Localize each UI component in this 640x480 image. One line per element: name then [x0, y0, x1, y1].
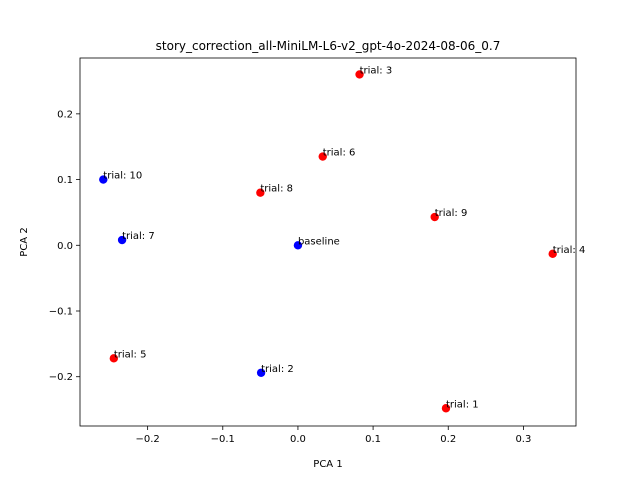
data-point: [355, 70, 364, 79]
data-point: [256, 368, 266, 377]
y-axis-label: PCA 2: [19, 227, 30, 256]
plot-area: −0.2 −0.1 0.0 0.1 0.2 0.3 −0.2 −0.1 0.0 0.1 0.2 bas…: [49, 57, 586, 445]
x-axis-label: PCA 1: [313, 459, 342, 470]
x-tick-label: −0.2: [135, 434, 159, 445]
y-tick-label: 0.0: [57, 241, 73, 252]
point-label: trial: 5: [114, 349, 147, 360]
chart-title: story_correction_all-MiniLM-L6-v2_gpt-4o…: [156, 39, 501, 53]
point-label: trial: 9: [435, 208, 468, 219]
data-point: [430, 212, 439, 222]
data-point: [293, 241, 303, 250]
y-tick-label: 0.1: [57, 175, 73, 186]
point-label: baseline: [298, 236, 340, 247]
point-label: trial: 2: [261, 364, 294, 375]
data-point: [548, 249, 557, 259]
point-label: trial: 3: [360, 65, 393, 76]
point-label: trial: 8: [260, 184, 293, 195]
x-tick-label: 0.1: [365, 434, 381, 445]
data-point: [117, 235, 127, 245]
y-tick-label: 0.2: [57, 109, 73, 120]
x-tick-label: 0.3: [515, 434, 531, 445]
plot-frame: [79, 57, 577, 427]
x-tick-label: 0.2: [440, 434, 456, 445]
x-tick-label: −0.1: [211, 434, 235, 445]
data-point: [318, 152, 327, 161]
point-label: trial: 6: [323, 148, 356, 159]
point-label: trial: 10: [103, 171, 142, 182]
point-label: trial: 1: [446, 399, 479, 410]
y-tick-label: −0.1: [49, 307, 73, 318]
data-point: [441, 404, 451, 413]
point-label: trial: 7: [122, 231, 155, 242]
data-point: [109, 354, 119, 363]
x-tick-label: 0.0: [290, 434, 306, 445]
data-point: [256, 188, 265, 197]
point-label: trial: 4: [553, 245, 586, 256]
y-tick-label: −0.2: [49, 372, 73, 383]
data-point: [99, 175, 108, 184]
